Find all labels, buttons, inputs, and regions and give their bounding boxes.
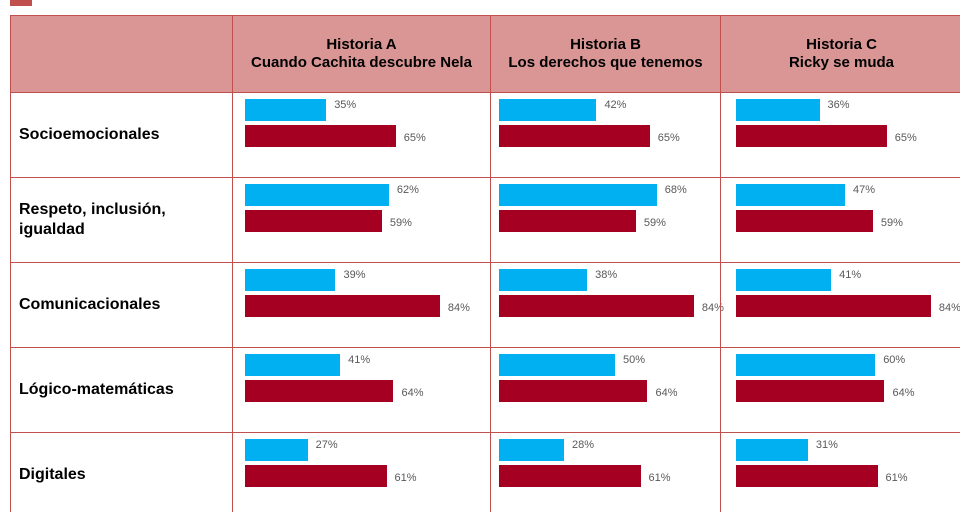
bar (499, 125, 650, 147)
value-label: 59% (880, 217, 903, 229)
value-label: 39% (343, 269, 366, 281)
bar (736, 269, 832, 291)
value-label: 31% (815, 439, 838, 451)
header-subtitle: Ricky se muda (788, 54, 895, 71)
row-label-text: Lógico-matemáticas (19, 381, 174, 398)
bar (736, 439, 808, 461)
bar (736, 354, 876, 376)
bar (499, 354, 615, 376)
bar (736, 380, 885, 402)
bar (499, 380, 648, 402)
bar (245, 184, 389, 206)
value-label: 38% (595, 269, 618, 281)
header-cell (10, 15, 233, 93)
value-label: 50% (623, 354, 646, 366)
value-label: 41% (348, 354, 371, 366)
bar (499, 210, 636, 232)
value-label: 68% (664, 184, 687, 196)
bar (736, 184, 846, 206)
value-label: 59% (643, 217, 666, 229)
row-label: Socioemocionales (10, 92, 233, 178)
value-label: 84% (938, 302, 960, 314)
value-label: 64% (892, 387, 915, 399)
value-label: 47% (853, 184, 876, 196)
value-label: 61% (648, 472, 671, 484)
value-label: 65% (894, 132, 917, 144)
header-subtitle: Los derechos que tenemos (508, 54, 703, 71)
row-label-text: Digitales (19, 466, 86, 483)
header-title: Historia A (326, 36, 397, 53)
bar (736, 210, 873, 232)
value-label: 60% (883, 354, 906, 366)
bar (736, 295, 931, 317)
value-label: 65% (657, 132, 680, 144)
column-header: Historia A Cuando Cachita descubre Nela (232, 15, 491, 93)
bar (245, 439, 308, 461)
header-title: Historia B (570, 36, 641, 53)
bar (245, 465, 387, 487)
row-label-text: Socioemocionales (19, 126, 160, 143)
value-label: 64% (401, 387, 424, 399)
value-label: 61% (885, 472, 908, 484)
column-header: Historia C Ricky se muda (720, 15, 960, 93)
value-label: 64% (655, 387, 678, 399)
bar (499, 465, 641, 487)
value-label: 65% (403, 132, 426, 144)
bar (245, 99, 327, 121)
value-label: 35% (334, 99, 357, 111)
value-label: 59% (389, 217, 412, 229)
bar (499, 439, 564, 461)
value-label: 42% (604, 99, 627, 111)
bar (736, 99, 820, 121)
bar (245, 354, 341, 376)
bar (736, 465, 878, 487)
value-label: 62% (396, 184, 419, 196)
table-cell (720, 432, 960, 512)
row-label: Digitales (10, 432, 233, 512)
icon (10, 0, 32, 6)
row-label-text: Respeto, inclusión, igualdad (19, 201, 166, 238)
value-label: 36% (827, 99, 850, 111)
value-label: 28% (571, 439, 594, 451)
value-label: 41% (839, 269, 862, 281)
bar (245, 210, 382, 232)
value-label: 27% (315, 439, 338, 451)
row-label: Respeto, inclusión, igualdad (10, 177, 233, 263)
value-label: 61% (394, 472, 417, 484)
value-label: 84% (447, 302, 470, 314)
column-header: Historia B Los derechos que tenemos (490, 15, 721, 93)
bar (245, 380, 394, 402)
row-label-text: Comunicacionales (19, 296, 161, 313)
bar (499, 269, 588, 291)
row-label: Lógico-matemáticas (10, 347, 233, 433)
header-title: Historia C (806, 36, 877, 53)
bar (245, 269, 336, 291)
row-label: Comunicacionales (10, 262, 233, 348)
bar (499, 99, 597, 121)
bar (245, 295, 440, 317)
bar (736, 125, 887, 147)
bar (499, 184, 657, 206)
value-label: 84% (701, 302, 724, 314)
header-subtitle: Cuando Cachita descubre Nela (251, 54, 472, 71)
bar (245, 125, 396, 147)
bar (499, 295, 694, 317)
